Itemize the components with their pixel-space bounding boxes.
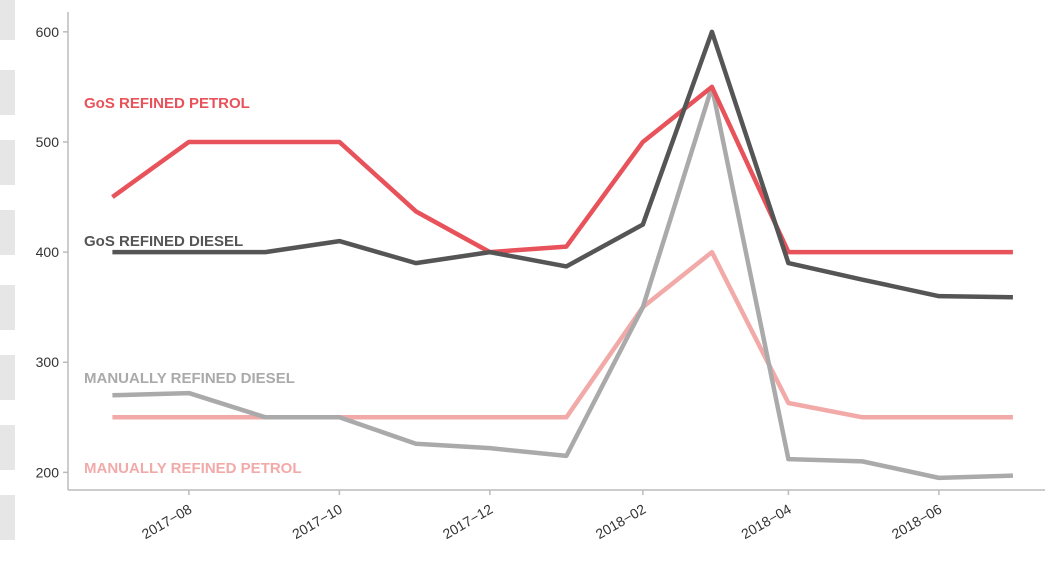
y-tick-label: 300 [36, 354, 60, 370]
x-tick-label: 2017−10 [289, 501, 345, 542]
series-line [112, 29, 1013, 300]
series-line [112, 249, 1013, 420]
series-line [111, 84, 1013, 255]
side-stripes [0, 0, 15, 540]
x-tick-label: 2017−08 [139, 501, 195, 542]
y-tick-label: 200 [36, 464, 60, 480]
series-label: GoS REFINED PETROL [84, 95, 250, 112]
series-label: MANUALLY REFINED DIESEL [84, 370, 295, 387]
series-label: MANUALLY REFINED PETROL [84, 460, 302, 477]
series-label: GoS REFINED DIESEL [84, 233, 243, 250]
y-tick-label: 600 [36, 24, 60, 40]
y-tick-label: 500 [36, 134, 60, 150]
x-tick-label: 2017−12 [440, 501, 496, 542]
series-line [112, 84, 1013, 481]
y-tick-label: 400 [36, 244, 60, 260]
x-tick-label: 2018−06 [889, 501, 945, 542]
x-tick-label: 2018−04 [738, 501, 794, 542]
x-tick-label: 2018−02 [593, 501, 649, 542]
